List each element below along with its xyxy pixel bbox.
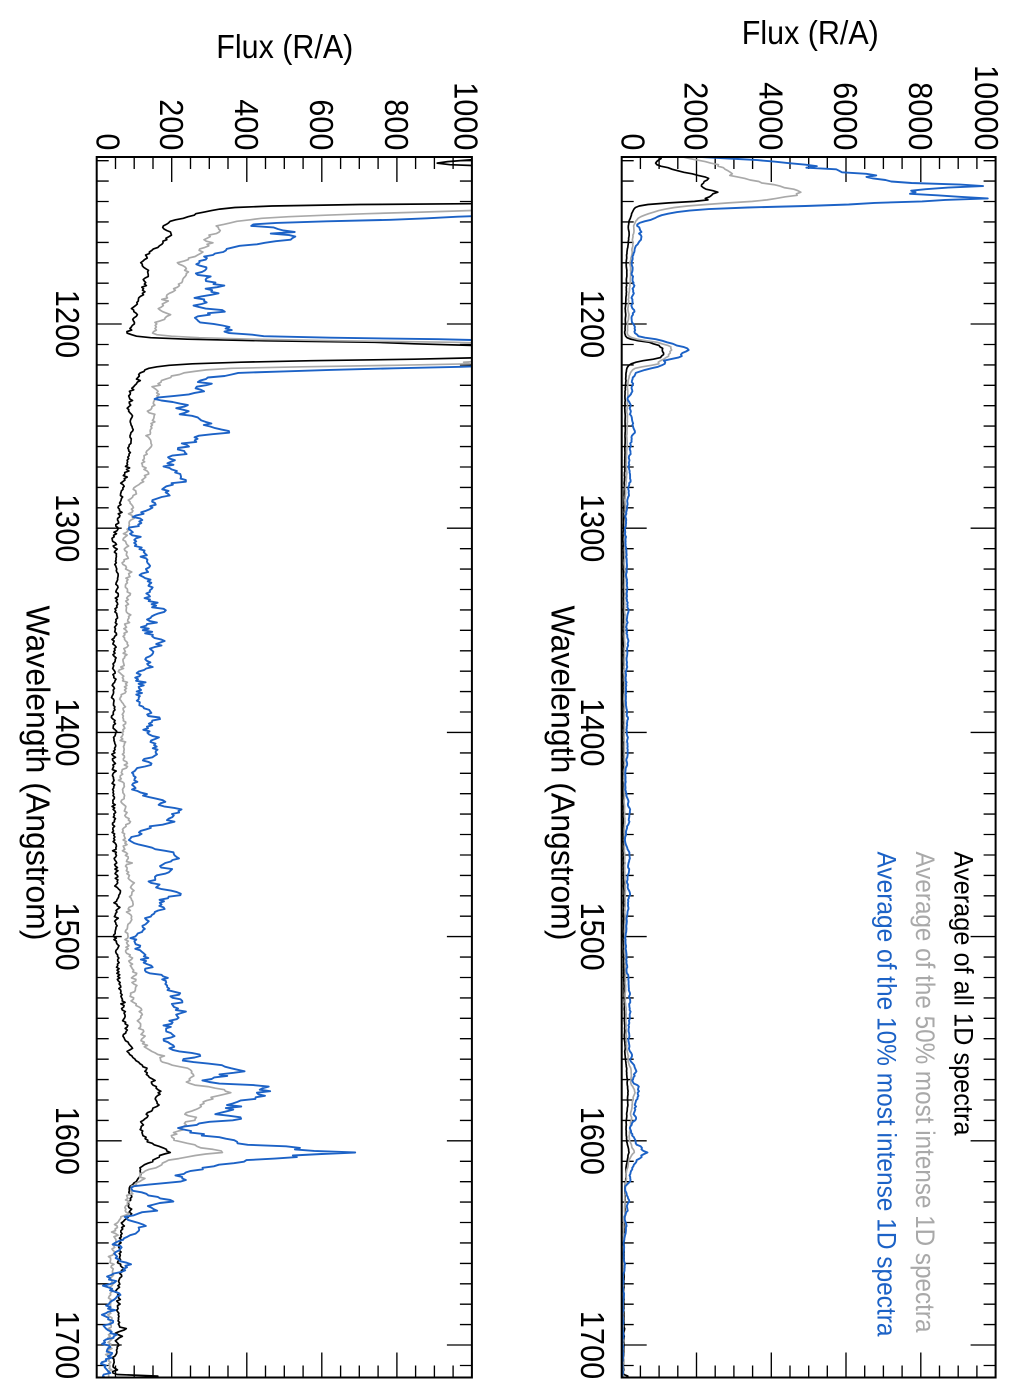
svg-text:8000: 8000: [902, 82, 939, 150]
svg-text:400: 400: [228, 99, 265, 150]
svg-text:Average of the 10% most intens: Average of the 10% most intense 1D spect…: [871, 852, 901, 1338]
svg-text:Flux (R/A): Flux (R/A): [742, 14, 879, 51]
svg-text:1700: 1700: [49, 1311, 86, 1379]
svg-text:800: 800: [378, 99, 415, 150]
svg-text:1500: 1500: [574, 902, 611, 970]
svg-text:1500: 1500: [49, 902, 86, 970]
svg-text:1600: 1600: [574, 1107, 611, 1175]
svg-text:200: 200: [153, 99, 190, 150]
svg-text:Average of the 50% most intens: Average of the 50% most intense 1D spect…: [910, 852, 940, 1334]
svg-text:2000: 2000: [678, 82, 715, 150]
svg-text:1300: 1300: [574, 494, 611, 562]
svg-text:4000: 4000: [752, 82, 789, 150]
svg-text:1700: 1700: [574, 1311, 611, 1379]
svg-text:10000: 10000: [968, 65, 1005, 151]
svg-text:0: 0: [89, 133, 126, 150]
svg-text:Flux (R/A): Flux (R/A): [216, 28, 353, 65]
svg-text:1000: 1000: [447, 82, 484, 150]
svg-text:1400: 1400: [574, 698, 611, 766]
svg-text:6000: 6000: [827, 82, 864, 150]
svg-text:Average of all 1D spectra: Average of all 1D spectra: [949, 852, 979, 1137]
svg-text:1400: 1400: [49, 698, 86, 766]
svg-text:1200: 1200: [574, 290, 611, 358]
svg-text:0: 0: [614, 133, 651, 150]
svg-text:1200: 1200: [49, 290, 86, 358]
svg-text:1300: 1300: [49, 494, 86, 562]
svg-text:1600: 1600: [49, 1107, 86, 1175]
svg-text:Wavelength (Angstrom): Wavelength (Angstrom): [545, 606, 582, 941]
svg-text:Wavelength (Angstrom): Wavelength (Angstrom): [20, 606, 57, 941]
svg-text:600: 600: [303, 99, 340, 150]
